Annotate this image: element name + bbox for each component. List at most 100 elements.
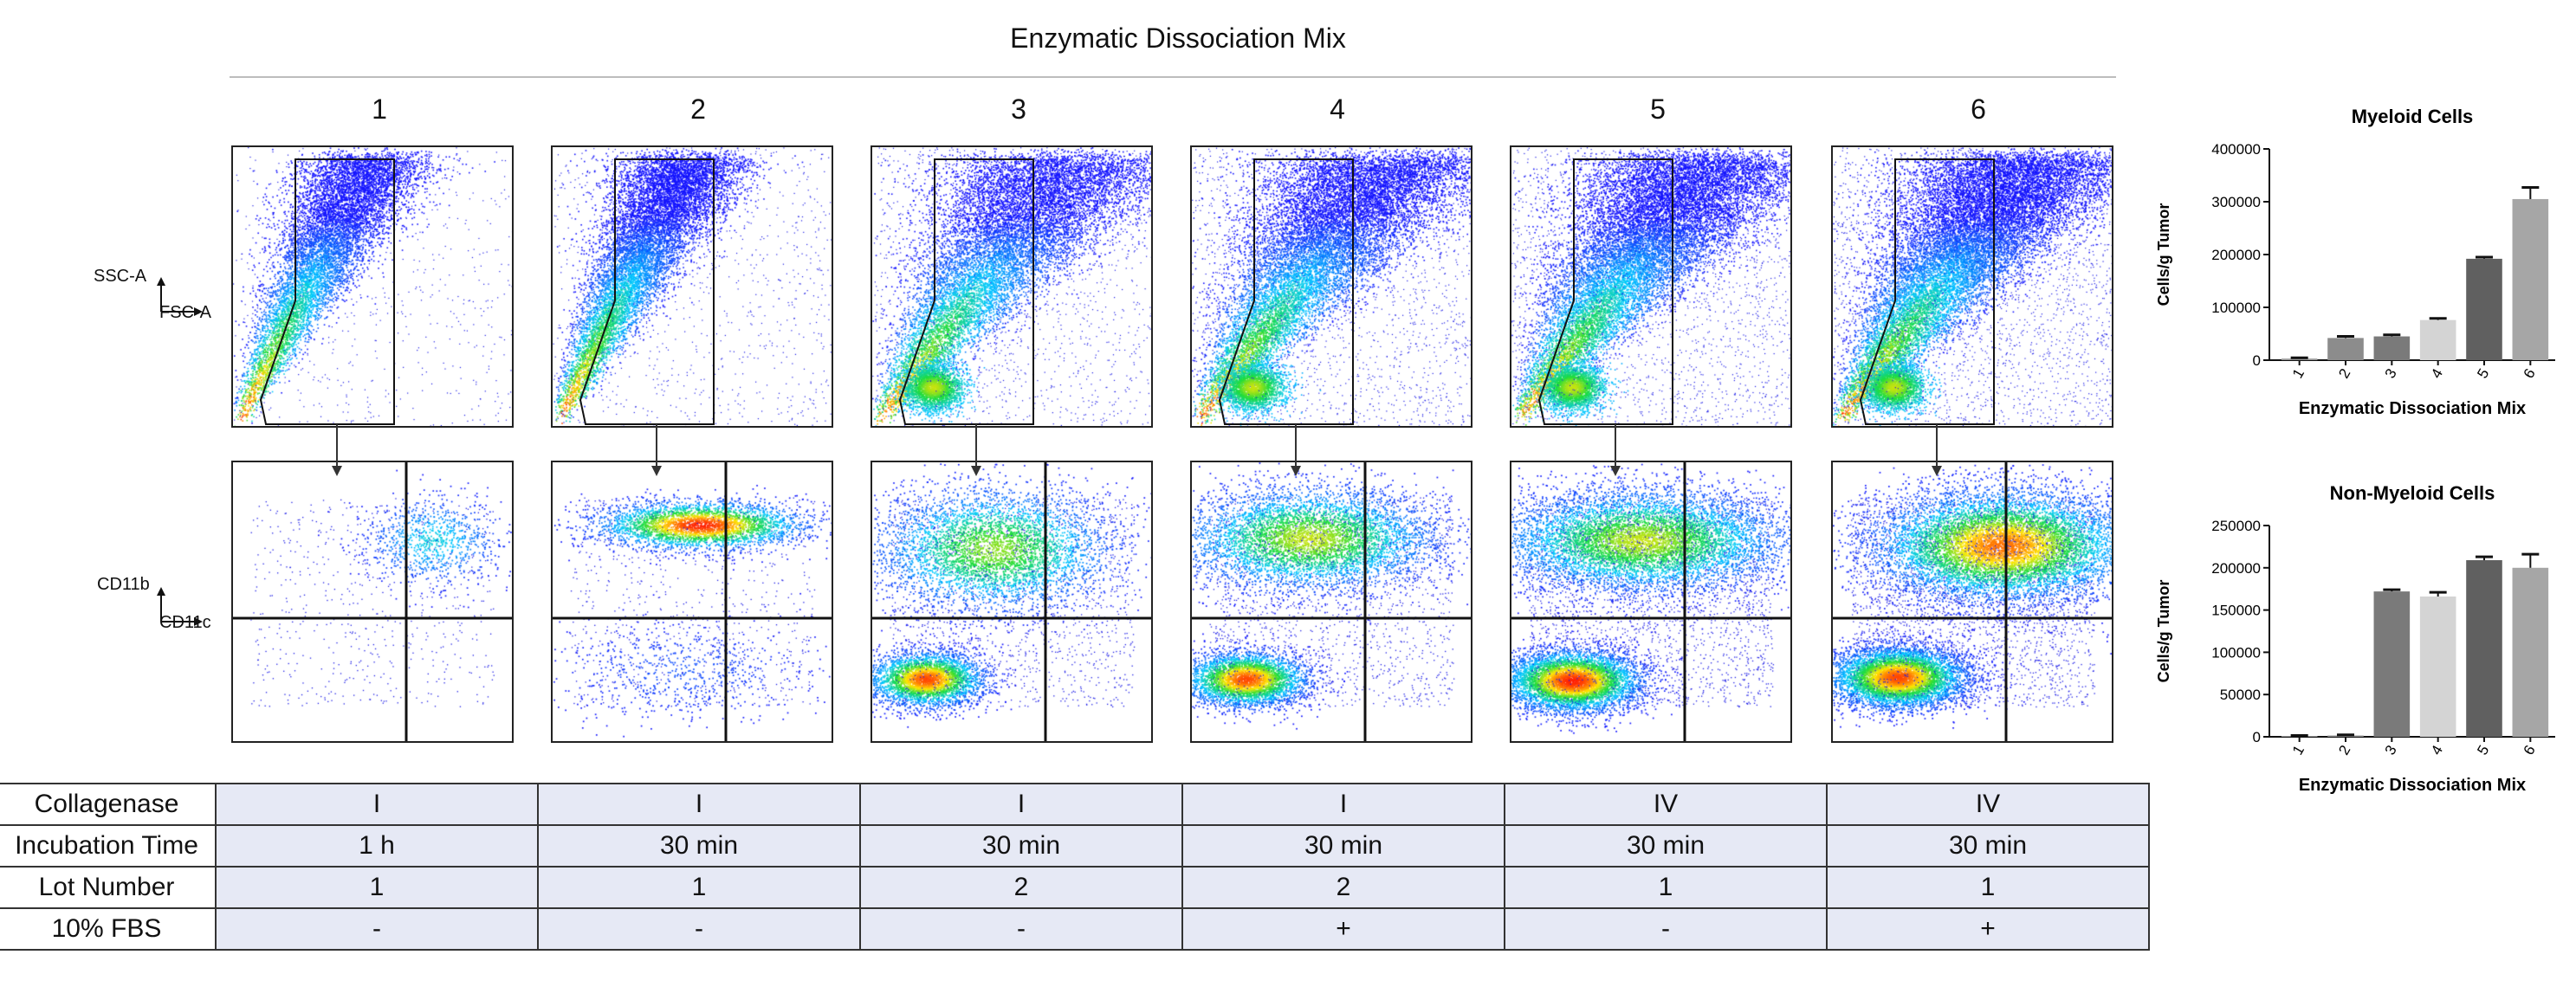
non-myeloid-cells-chart: Non-Myeloid Cells 0 50000 100000 150000 20000… — [2155, 482, 2555, 795]
fsc-ssc-plot-1-density — [233, 147, 512, 426]
bar — [2373, 591, 2411, 737]
chart-title: Non-Myeloid Cells — [2330, 482, 2495, 504]
fsc-ssc-gate — [1537, 158, 1673, 425]
table-cell: IV — [1504, 783, 1828, 826]
table-cell: - — [1504, 907, 1828, 951]
row-label: Incubation Time — [0, 824, 217, 868]
x-tick-label: 5 — [2474, 366, 2492, 382]
chart-title: Myeloid Cells — [2352, 106, 2474, 127]
x-tick-label: 1 — [2289, 366, 2307, 382]
x-axis-label: Enzymatic Dissociation Mix — [2299, 399, 2526, 418]
cd11b-cd11c-plot-3 — [871, 461, 1153, 743]
table-cell: 1 h — [215, 824, 539, 868]
fsc-ssc-plot-3-density — [872, 147, 1151, 426]
fsc-ssc-plot-5-density — [1511, 147, 1790, 426]
fsc-ssc-gate — [1859, 158, 1995, 425]
x-tick-label: 2 — [2335, 743, 2353, 758]
x-tick-label: 6 — [2521, 366, 2539, 382]
cd11b-cd11c-plot-6 — [1831, 461, 2113, 743]
cd11b-cd11c-plot-4 — [1190, 461, 1472, 743]
x-axis-label: Enzymatic Dissociation Mix — [2299, 776, 2526, 795]
fsc-ssc-plot-1 — [231, 145, 514, 428]
table-cell: I — [537, 783, 861, 826]
fsc-ssc-plot-5 — [1510, 145, 1792, 428]
y-axis-label: Cells/g Tumor — [2155, 580, 2172, 683]
x-tick-label: 2 — [2335, 366, 2353, 382]
y-tick-label: 200000 — [2211, 247, 2261, 263]
table-cell: 1 — [1504, 866, 1828, 909]
column-label-6: 6 — [1971, 94, 1986, 125]
fsc-ssc-plot-3 — [871, 145, 1153, 428]
y-tick-label: 150000 — [2211, 603, 2261, 619]
quadrant-gate — [233, 462, 512, 741]
cd11b-cd11c-plot-6-density — [1833, 462, 2112, 741]
gate-arrow-4 — [1291, 424, 1301, 476]
table-row: Lot Number 1 1 2 2 1 1 — [0, 866, 2150, 909]
fsc-ssc-gate — [259, 158, 395, 425]
column-label-2: 2 — [690, 94, 706, 125]
x-tick-label: 3 — [2382, 366, 2400, 382]
column-label-1: 1 — [372, 94, 387, 125]
gate-arrow-3 — [971, 424, 981, 476]
table-cell: I — [1181, 783, 1505, 826]
fsc-ssc-gate — [579, 158, 715, 425]
table-cell: - — [537, 907, 861, 951]
myeloid-cells-chart: Myeloid Cells 0 100000 200000 300000 400000 Ce… — [2155, 106, 2555, 418]
table-cell: IV — [1826, 783, 2150, 826]
x-tick-label: 4 — [2428, 366, 2446, 382]
table-cell: 1 — [215, 866, 539, 909]
marker-axes-icon — [157, 587, 203, 626]
y-tick-label: 0 — [2253, 729, 2261, 745]
column-label-5: 5 — [1650, 94, 1666, 125]
bar — [2327, 338, 2364, 360]
table-row: Collagenase I I I I IV IV — [0, 783, 2150, 826]
cd11b-cd11c-plot-4-density — [1192, 462, 1471, 741]
y-tick-label: 400000 — [2211, 141, 2261, 158]
quadrant-gate — [1511, 462, 1790, 741]
bar — [2512, 567, 2549, 737]
bar — [2419, 596, 2456, 737]
y-tick-label: 50000 — [2220, 687, 2261, 703]
gate-arrow-6 — [1932, 424, 1942, 476]
table-cell: 1 — [537, 866, 861, 909]
x-tick-label: 1 — [2289, 743, 2307, 758]
bar — [2373, 336, 2411, 360]
y-tick-label: 200000 — [2211, 560, 2261, 577]
quadrant-gate — [1833, 462, 2112, 741]
table-cell: - — [215, 907, 539, 951]
x-tick-label: 3 — [2382, 743, 2400, 758]
row-label: Collagenase — [0, 783, 217, 826]
table-cell: 30 min — [1181, 824, 1505, 868]
table-cell: I — [215, 783, 539, 826]
cd11b-cd11c-plot-5-density — [1511, 462, 1790, 741]
gate-arrow-1 — [332, 424, 342, 476]
table-cell: 1 — [1826, 866, 2150, 909]
table-cell: 30 min — [537, 824, 861, 868]
fsc-ssc-plot-2-density — [553, 147, 832, 426]
quadrant-gate — [553, 462, 832, 741]
gate-arrow-5 — [1610, 424, 1621, 476]
y-tick-label: 100000 — [2211, 300, 2261, 316]
column-label-3: 3 — [1011, 94, 1026, 125]
fsc-ssc-plot-4 — [1190, 145, 1472, 428]
x-tick-label: 4 — [2428, 743, 2446, 758]
row-label: 10% FBS — [0, 907, 217, 951]
table-row: 10% FBS - - - + - + — [0, 907, 2150, 951]
title-divider — [230, 76, 2116, 78]
bar — [2466, 258, 2502, 360]
table-cell: 30 min — [1826, 824, 2150, 868]
bar — [2512, 198, 2549, 360]
bar — [2281, 358, 2318, 360]
fsc-ssc-gate — [898, 158, 1034, 425]
y-tick-label: 300000 — [2211, 194, 2261, 210]
quadrant-gate — [872, 462, 1151, 741]
bar — [2419, 319, 2456, 360]
gate-arrow-2 — [651, 424, 662, 476]
bar — [2466, 560, 2502, 737]
table-row: Incubation Time 1 h 30 min 30 min 30 min… — [0, 824, 2150, 868]
table-cell: I — [859, 783, 1183, 826]
y-tick-label: 100000 — [2211, 644, 2261, 661]
fsc-ssc-plot-2 — [551, 145, 833, 428]
x-tick-label: 6 — [2521, 743, 2539, 758]
cd11b-cd11c-plot-1-density — [233, 462, 512, 741]
